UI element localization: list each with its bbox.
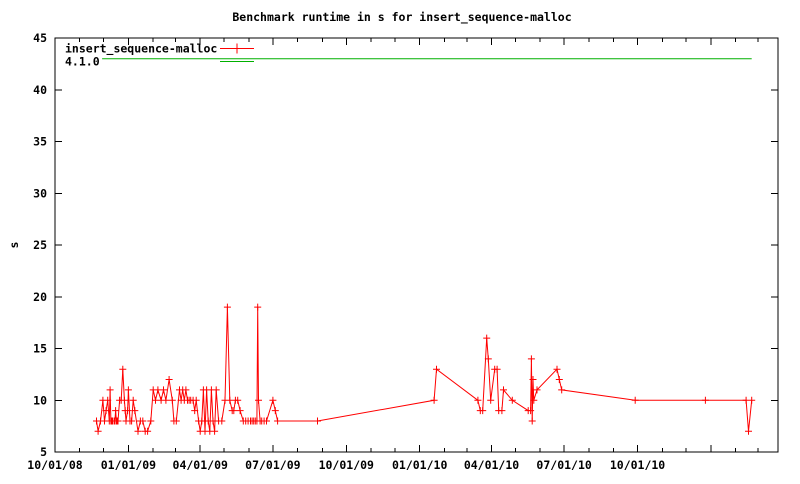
y-tick-label: 45 [33, 31, 47, 45]
data-series [93, 58, 756, 435]
x-tick-label: 04/01/10 [464, 458, 519, 472]
legend: insert_sequence-malloc 4.1.0 [65, 42, 254, 69]
y-tick-label: 25 [33, 238, 47, 252]
y-tick-label: 15 [33, 342, 47, 356]
x-tick-label: 10/01/10 [610, 458, 665, 472]
legend-entry-series: insert_sequence-malloc [65, 42, 254, 57]
y-tick-label: 40 [33, 83, 47, 97]
plot-frame [54, 37, 779, 453]
y-tick-label: 10 [33, 393, 47, 407]
point-markers [93, 303, 756, 435]
legend-plus-marker [232, 43, 242, 54]
x-tick-label: 04/01/09 [173, 458, 228, 472]
y-axis-label: s [7, 242, 21, 249]
x-tick-label: 10/01/09 [319, 458, 374, 472]
y-tick-label: 20 [33, 290, 47, 304]
x-tick-label: 07/01/09 [245, 458, 300, 472]
y-tick-label: 30 [33, 186, 47, 200]
y-tick-label: 5 [40, 445, 47, 459]
legend-entry-version: 4.1.0 [65, 55, 254, 69]
x-tick-label: 07/01/10 [536, 458, 591, 472]
legend-label-series: insert_sequence-malloc [65, 42, 217, 57]
x-tick-label: 01/01/10 [392, 458, 447, 472]
y-tick-label: 35 [33, 135, 47, 149]
x-tick-label: 01/01/09 [101, 458, 156, 472]
x-tick-label: 10/01/08 [27, 458, 82, 472]
legend-label-version: 4.1.0 [65, 55, 100, 69]
chart-title: Benchmark runtime in s for insert_sequen… [232, 10, 571, 25]
axis-ticks: 10/01/08 01/01/09 04/01/09 07/01/09 10/01/09… [27, 31, 778, 472]
series-line [96, 307, 753, 432]
